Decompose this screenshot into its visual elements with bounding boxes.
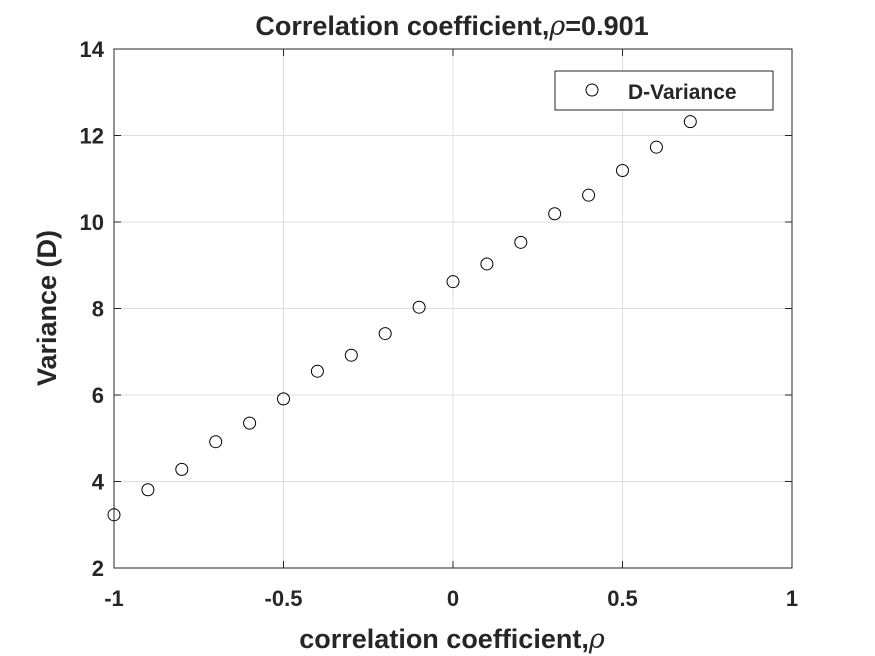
- x-axis-label-text: correlation coefficient,: [299, 624, 589, 654]
- data-point: [649, 140, 663, 154]
- x-tick-label: 0.5: [607, 586, 638, 611]
- data-point: [378, 327, 392, 341]
- data-point: [175, 462, 189, 476]
- y-tick-label: 4: [92, 470, 105, 495]
- data-point: [514, 235, 528, 249]
- chart-title-suffix: =0.901: [565, 11, 648, 41]
- data-point: [141, 483, 155, 497]
- chart-title-text: Correlation coefficient,: [255, 11, 549, 41]
- data-point: [480, 257, 494, 271]
- data-point: [209, 435, 223, 449]
- x-tick-label: -0.5: [265, 586, 303, 611]
- axis-ticks: [113, 48, 793, 569]
- legend-marker: [585, 83, 599, 97]
- chart-title: Correlation coefficient,ρ=0.901: [255, 11, 648, 42]
- data-point: [310, 364, 324, 378]
- y-tick-label: 14: [80, 37, 105, 62]
- data-point: [446, 275, 460, 289]
- y-tick-label: 10: [80, 210, 104, 235]
- x-tick-label: 0: [447, 586, 459, 611]
- legend-box: [554, 70, 774, 111]
- data-point: [107, 508, 121, 522]
- data-point: [344, 348, 358, 362]
- y-tick-label: 6: [92, 383, 104, 408]
- legend: D-Variance: [554, 70, 774, 111]
- data-point: [683, 115, 697, 129]
- y-axis-label: Variance (D): [32, 230, 62, 386]
- y-tick-label: 8: [92, 297, 104, 322]
- y-tick-label: 2: [92, 556, 104, 581]
- x-tick-labels: -1 -0.5 0 0.5 1: [104, 586, 798, 611]
- data-points: [107, 115, 697, 522]
- data-point: [243, 416, 257, 430]
- data-point: [412, 300, 426, 314]
- data-point: [548, 207, 562, 221]
- x-tick-label: -1: [104, 586, 124, 611]
- data-point: [582, 188, 596, 202]
- legend-entry-d-variance: D-Variance: [628, 81, 737, 104]
- y-tick-label: 12: [80, 124, 104, 149]
- y-tick-labels: 2 4 6 8 10 12 14: [80, 37, 105, 581]
- x-tick-label: 1: [786, 586, 798, 611]
- x-axis-label: correlation coefficient,ρ: [299, 624, 605, 655]
- chart-title-symbol: ρ: [548, 11, 565, 42]
- x-axis-label-symbol: ρ: [588, 624, 605, 655]
- data-point: [277, 392, 290, 406]
- data-point: [616, 164, 629, 178]
